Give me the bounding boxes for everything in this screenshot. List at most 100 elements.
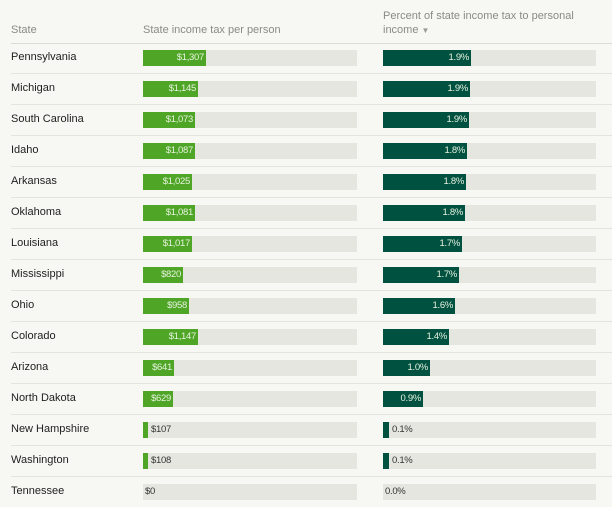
percent-bar-track: 0.0% <box>383 484 596 500</box>
tax-value-label: $1,087 <box>165 145 194 156</box>
tax-value-label: $1,147 <box>168 331 197 342</box>
percent-value-label: 0.9% <box>400 393 422 404</box>
percent-bar <box>383 81 470 97</box>
state-name: Michigan <box>11 82 56 94</box>
tax-value-label: $1,081 <box>165 207 194 218</box>
tax-value-label: $107 <box>151 424 171 435</box>
percent-value-label: 1.7% <box>436 269 458 280</box>
table-row: Colorado $1,147 1.4% <box>11 322 612 353</box>
percent-bar <box>383 422 389 438</box>
tax-value-label: $1,017 <box>162 238 191 249</box>
state-name: Colorado <box>11 330 56 342</box>
tax-bar-track: $641 <box>143 360 357 376</box>
tax-bar <box>143 422 148 438</box>
tax-bar <box>143 391 173 407</box>
percent-bar <box>383 112 469 128</box>
percent-value-label: 1.8% <box>443 176 465 187</box>
percent-bar-track: 1.8% <box>383 205 596 221</box>
table-row: Pennsylvania $1,307 1.9% <box>11 43 612 74</box>
tax-bar <box>143 205 195 221</box>
header-state[interactable]: State <box>11 24 37 36</box>
table-row: North Dakota $629 0.9% <box>11 384 612 415</box>
state-name: Louisiana <box>11 237 59 249</box>
percent-bar <box>383 174 466 190</box>
table-row: Idaho $1,087 1.8% <box>11 136 612 167</box>
percent-bar-track: 1.7% <box>383 267 596 283</box>
sort-descending-icon[interactable]: ▼ <box>421 26 430 35</box>
tax-bar-track: $1,081 <box>143 205 357 221</box>
tax-value-label: $1,073 <box>165 114 194 125</box>
header-percent-income[interactable]: Percent of state income tax to personal … <box>383 9 603 38</box>
percent-bar <box>383 298 455 314</box>
tax-bar <box>143 81 198 97</box>
tax-bar-track: $1,087 <box>143 143 357 159</box>
percent-bar-track: 1.8% <box>383 143 596 159</box>
percent-value-label: 0.1% <box>392 424 413 435</box>
tax-bar <box>143 453 148 469</box>
state-name: Pennsylvania <box>11 51 77 63</box>
header-percent-income-label: Percent of state income tax to personal … <box>383 10 574 36</box>
tax-bar <box>143 298 189 314</box>
tax-bar <box>143 174 192 190</box>
tax-bar <box>143 236 192 252</box>
tax-bar-track: $629 <box>143 391 357 407</box>
percent-bar <box>383 50 471 66</box>
tax-bar <box>143 329 198 345</box>
tax-bar-track: $107 <box>143 422 357 438</box>
percent-value-label: 1.0% <box>407 362 429 373</box>
table-row: Tennessee $0 0.0% <box>11 477 612 507</box>
tax-bar <box>143 50 206 66</box>
tax-bar-track: $1,073 <box>143 112 357 128</box>
state-name: Mississippi <box>11 268 65 280</box>
tax-bar-track: $1,017 <box>143 236 357 252</box>
percent-bar-track: 1.8% <box>383 174 596 190</box>
table-row: New Hampshire $107 0.1% <box>11 415 612 446</box>
percent-value-label: 1.8% <box>442 207 464 218</box>
state-name: Ohio <box>11 299 35 311</box>
percent-bar-track: 1.4% <box>383 329 596 345</box>
tax-bar-track: $1,147 <box>143 329 357 345</box>
percent-bar <box>383 329 449 345</box>
percent-bar <box>383 360 430 376</box>
tax-value-label: $820 <box>161 269 181 280</box>
tax-bar-track: $0 <box>143 484 357 500</box>
tax-bar-track: $1,025 <box>143 174 357 190</box>
tax-value-label: $629 <box>151 393 171 404</box>
tax-bar <box>143 360 174 376</box>
header-tax-per-person[interactable]: State income tax per person <box>143 24 281 36</box>
percent-bar <box>383 236 462 252</box>
state-name: Arizona <box>11 361 49 373</box>
percent-value-label: 1.4% <box>426 331 448 342</box>
tax-bar-track: $820 <box>143 267 357 283</box>
table-row: Washington $108 0.1% <box>11 446 612 477</box>
state-name: Idaho <box>11 144 39 156</box>
percent-value-label: 1.6% <box>432 300 454 311</box>
table-header: State State income tax per person Percen… <box>11 0 612 44</box>
percent-bar <box>383 143 467 159</box>
percent-bar-track: 1.9% <box>383 81 596 97</box>
percent-bar-track: 1.9% <box>383 50 596 66</box>
tax-value-label: $108 <box>151 455 171 466</box>
percent-bar-track: 0.1% <box>383 453 596 469</box>
percent-bar-track: 1.0% <box>383 360 596 376</box>
percent-value-label: 1.9% <box>447 83 469 94</box>
percent-bar-track: 1.6% <box>383 298 596 314</box>
percent-value-label: 1.7% <box>439 238 461 249</box>
tax-bar-track: $108 <box>143 453 357 469</box>
state-name: North Dakota <box>11 392 76 404</box>
tax-value-label: $1,145 <box>168 83 197 94</box>
percent-bar <box>383 453 389 469</box>
percent-value-label: 1.8% <box>444 145 466 156</box>
tax-bar-track: $958 <box>143 298 357 314</box>
table-row: Michigan $1,145 1.9% <box>11 74 612 105</box>
percent-value-label: 1.9% <box>446 114 468 125</box>
percent-bar-track: 0.9% <box>383 391 596 407</box>
state-name: Arkansas <box>11 175 57 187</box>
table-row: South Carolina $1,073 1.9% <box>11 105 612 136</box>
tax-value-label: $641 <box>152 362 172 373</box>
tax-bar-track: $1,307 <box>143 50 357 66</box>
table-row: Ohio $958 1.6% <box>11 291 612 322</box>
percent-value-label: 0.1% <box>392 455 413 466</box>
state-name: Tennessee <box>11 485 65 497</box>
table-row: Mississippi $820 1.7% <box>11 260 612 291</box>
